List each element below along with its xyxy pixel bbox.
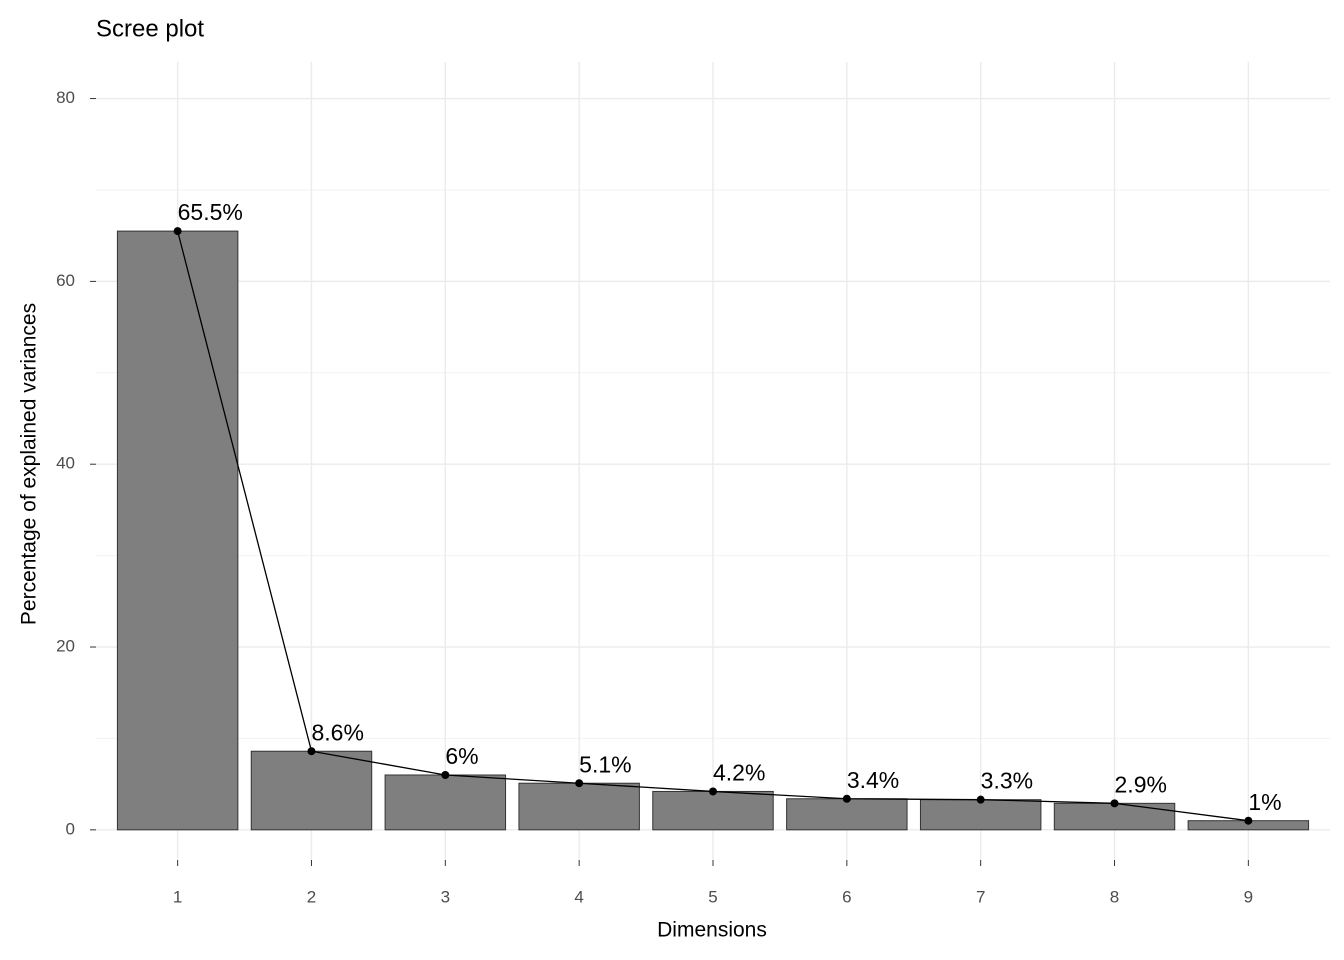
x-tick-label: 6 (842, 887, 851, 906)
point (976, 795, 985, 804)
point (173, 227, 182, 236)
y-tick-label: 0 (66, 819, 75, 838)
point (842, 794, 851, 803)
value-label: 3.4% (847, 767, 899, 793)
y-tick-label: 20 (56, 637, 75, 656)
x-tick-label: 7 (976, 887, 985, 906)
point (575, 779, 584, 788)
point (1110, 799, 1119, 808)
bar (786, 798, 908, 831)
value-label: 3.3% (981, 768, 1033, 794)
x-tick-label: 8 (1110, 887, 1119, 906)
value-label: 4.2% (713, 760, 765, 786)
value-label: 6% (445, 743, 478, 769)
bar (116, 230, 239, 831)
value-label: 2.9% (1115, 771, 1167, 797)
value-label: 5.1% (579, 751, 631, 777)
value-label: 65.5% (178, 199, 243, 225)
y-tick-label: 80 (56, 88, 75, 107)
point (441, 770, 450, 779)
value-label: 8.6% (311, 719, 363, 745)
x-tick-label: 3 (441, 887, 450, 906)
x-tick-label: 4 (574, 887, 583, 906)
bar (384, 774, 507, 831)
x-axis-label: Dimensions (657, 919, 767, 942)
point (1244, 816, 1253, 825)
point (307, 747, 316, 756)
x-tick-label: 5 (708, 887, 717, 906)
y-tick-label: 60 (56, 271, 75, 290)
bar (919, 799, 1042, 831)
x-tick-label: 9 (1244, 887, 1253, 906)
x-tick-label: 1 (173, 887, 182, 906)
bar (652, 790, 774, 831)
x-tick-label: 2 (307, 887, 316, 906)
bar (1053, 802, 1176, 831)
y-axis-label: Percentage of explained variances (18, 303, 41, 625)
point (709, 787, 717, 796)
bar (250, 750, 373, 831)
y-tick-label: 40 (56, 454, 75, 473)
bar (518, 782, 640, 831)
chart-title: Scree plot (96, 15, 204, 42)
value-label: 1% (1248, 789, 1281, 815)
